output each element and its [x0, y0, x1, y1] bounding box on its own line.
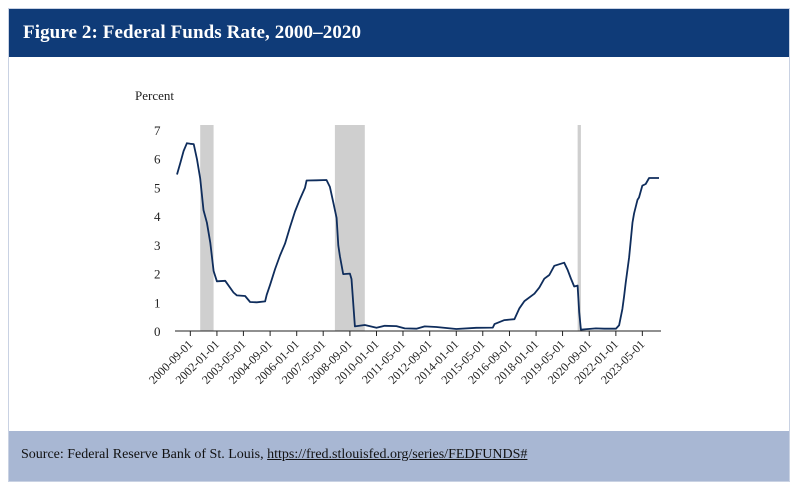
chart-area: Percent 0 1 2 3 4 5 6 7 2000-09-01 2002-01-01 2003…: [9, 57, 789, 431]
axes: 012345672000-09-012002-01-012003-05-0120…: [146, 123, 661, 387]
y-tick-label: 5: [154, 180, 161, 195]
y-tick-label: 0: [154, 324, 161, 339]
recession-band-2: [334, 125, 365, 331]
figure-frame: Figure 2: Federal Funds Rate, 2000–2020 …: [8, 8, 790, 482]
line-chart: Percent 012345672000-09-012002-01-012003…: [135, 88, 661, 387]
y-tick-label: 6: [154, 152, 161, 167]
y-tick-label: 1: [154, 295, 161, 310]
y-axis-label: Percent: [135, 88, 174, 103]
y-tick-label: 7: [154, 123, 161, 138]
y-tick-label: 3: [154, 238, 161, 253]
title-bar: Figure 2: Federal Funds Rate, 2000–2020: [9, 9, 789, 57]
figure-title: Figure 2: Federal Funds Rate, 2000–2020: [23, 22, 362, 43]
source-link[interactable]: https://fred.stlouisfed.org/series/FEDFU…: [267, 447, 528, 462]
recession-band-3: [577, 125, 581, 331]
source-prefix: Source: Federal Reserve Bank of St. Loui…: [21, 447, 268, 462]
series-line-1: [176, 142, 659, 331]
y-tick-label: 4: [154, 209, 161, 224]
source-text: Source: Federal Reserve Bank of St. Loui…: [21, 447, 527, 463]
series-layer: [176, 142, 659, 331]
y-tick-label: 2: [154, 267, 161, 282]
source-footer: Source: Federal Reserve Bank of St. Loui…: [9, 431, 789, 481]
recession-bands: [200, 125, 581, 331]
